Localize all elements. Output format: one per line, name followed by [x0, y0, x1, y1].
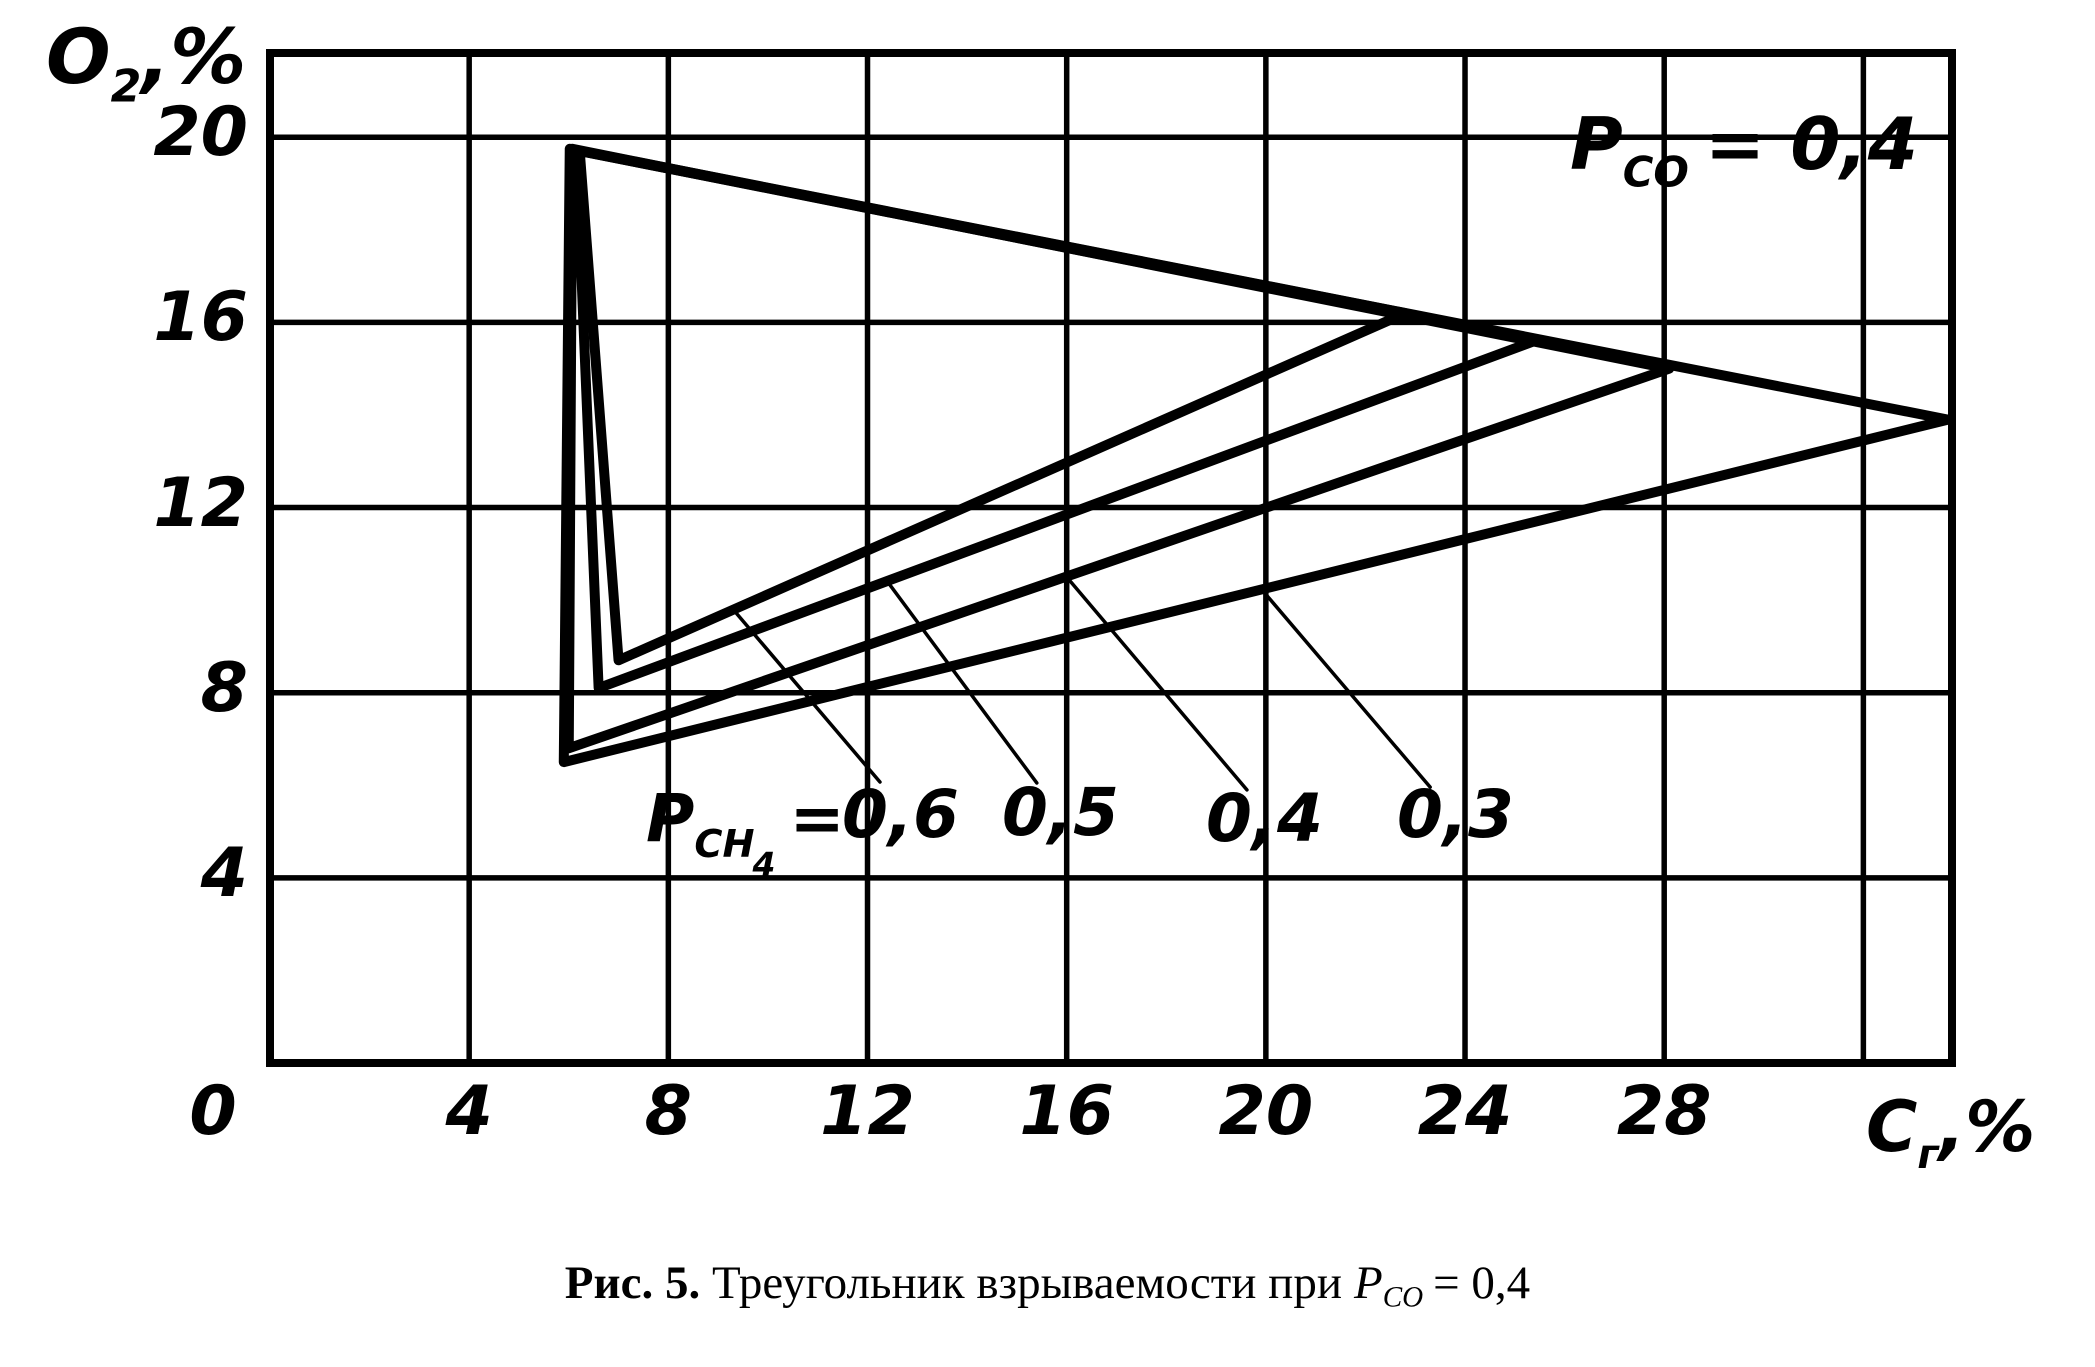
pco-annotation-main: P — [1570, 102, 1623, 186]
x-tick-label-4: 4 — [445, 1072, 493, 1151]
leader-line-0-3 — [1259, 586, 1432, 789]
pco-annotation: PCO = 0,4 — [1570, 102, 1918, 197]
caption-prefix: Рис. 5. — [564, 1257, 701, 1309]
triangle-pch4-0-3 — [558, 143, 1954, 768]
pch4-label-equals: = — [789, 780, 845, 857]
x-tick-label-16: 16 — [1019, 1072, 1114, 1151]
leader-line-0-5 — [885, 579, 1039, 785]
pch4-label-sub: CH — [694, 822, 755, 868]
leader-line-0-4 — [1064, 575, 1249, 792]
x-tick-label-8: 8 — [644, 1072, 692, 1151]
pch4-label-main: P — [646, 780, 695, 857]
y-tick-label-8: 8 — [200, 648, 248, 728]
figure-caption: Рис. 5. Треугольник взрываемости при PCO =… — [0, 1256, 2095, 1315]
y-axis-title: O2,% — [46, 12, 246, 113]
pch4-series-label: PCH4 = — [646, 780, 845, 884]
series-value-0-5: 0,5 — [1002, 774, 1119, 851]
y-tick-label-4: 4 — [200, 833, 248, 913]
caption-p-sub: CO — [1382, 1281, 1424, 1314]
y-tick-label-12: 12 — [153, 463, 248, 543]
triangle-pch4-0-5 — [571, 145, 1540, 694]
leader-line-0-6 — [731, 607, 882, 784]
x-tick-label-24: 24 — [1417, 1072, 1513, 1151]
series-value-0-4: 0,4 — [1206, 780, 1323, 857]
triangle-pch4-0-4 — [563, 143, 1675, 754]
y-axis-title-rest: ,% — [141, 12, 247, 101]
caption-value: = 0,4 — [1433, 1257, 1531, 1309]
x-tick-label-28: 28 — [1616, 1072, 1712, 1151]
series-value-0-3: 0,3 — [1397, 776, 1514, 853]
caption-body: Треугольник взрываемости при — [711, 1257, 1342, 1309]
x-tick-label-0: 0 — [189, 1072, 237, 1151]
x-axis-title-main: C — [1866, 1086, 1918, 1168]
pco-annotation-sub: CO — [1622, 147, 1689, 197]
plot-border — [266, 49, 1956, 1067]
x-tick-label-20: 20 — [1218, 1072, 1314, 1151]
series-value-0-6: 0,6 — [842, 776, 959, 853]
x-axis-title: Cг,% — [1866, 1086, 2035, 1178]
x-axis-title-sub: г — [1917, 1130, 1939, 1179]
pco-annotation-value: = 0,4 — [1704, 102, 1918, 186]
x-tick-label-12: 12 — [820, 1072, 915, 1151]
pch4-label-sub2: 4 — [752, 844, 776, 884]
y-tick-label-20: 20 — [153, 93, 248, 173]
y-axis-title-sub: 2 — [110, 61, 142, 113]
caption-p: P — [1353, 1257, 1383, 1309]
x-axis-title-rest: ,% — [1938, 1086, 2036, 1168]
y-axis-title-main: O — [46, 12, 111, 101]
y-tick-label-16: 16 — [153, 278, 248, 358]
